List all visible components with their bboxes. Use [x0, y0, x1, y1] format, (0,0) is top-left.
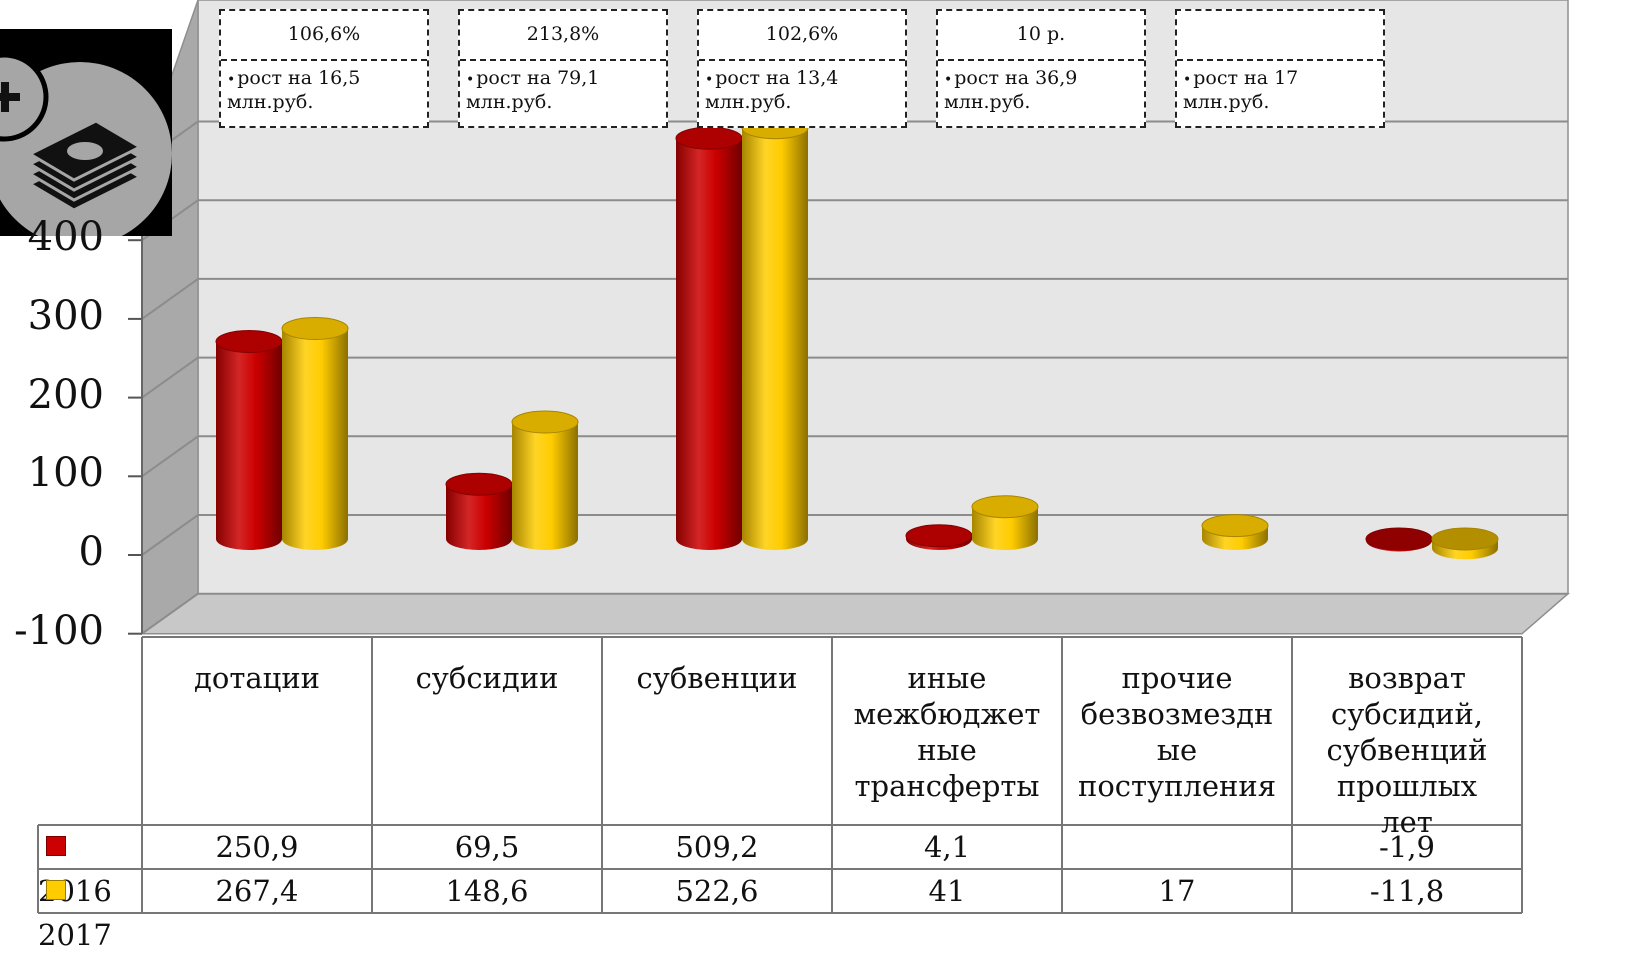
table-value-2017: 522,6 — [675, 874, 759, 908]
gridline-side — [141, 356, 199, 399]
bar-cap-2016-2 — [675, 126, 743, 150]
category-label-line: ые — [1156, 733, 1198, 767]
table-value-2016: 4,1 — [923, 830, 971, 864]
bar-cap-2016-5 — [1365, 527, 1433, 551]
gridline-side — [141, 278, 199, 320]
annotation-box-inye: 10 р. • рост на 36,9 млн.руб. — [936, 9, 1146, 128]
bar-cap-2017-0 — [281, 317, 349, 341]
category-label-line: дотации — [194, 661, 320, 695]
legend-entry-2016: 2016 — [38, 825, 142, 908]
series-2017 — [281, 116, 1499, 560]
bar-cap-2017-4 — [1201, 514, 1269, 538]
annotation-box-dotacii: 106,6% • рост на 16,5 млн.руб. — [219, 9, 429, 128]
bar-cap-2016-0 — [215, 330, 283, 354]
money-stack-plus-icon — [0, 29, 172, 236]
annotation-percent: 213,8% — [460, 11, 666, 61]
bar-2016-1 — [446, 484, 512, 550]
y-tick-label: 100 — [27, 450, 104, 497]
annotation-percent: 10 р. — [938, 11, 1144, 61]
y-tick-label: 200 — [27, 371, 104, 418]
category-label-line: трансферты — [854, 769, 1040, 803]
annotation-box-prochie: • рост на 17 млн.руб. — [1175, 9, 1385, 128]
category-label-line: ные — [917, 733, 977, 767]
bar-cap-2017-3 — [971, 495, 1039, 519]
category-label: субвенции — [602, 660, 832, 860]
gridline-side — [141, 592, 199, 635]
table-value-2017: 17 — [1158, 874, 1196, 908]
table-value-2016 — [1062, 825, 1292, 869]
category-label-line: субсидии — [415, 661, 559, 695]
table-value-2017: 148,6 — [445, 874, 529, 908]
annotation-note: • рост на 79,1 млн.руб. — [466, 67, 600, 113]
gridline-side — [141, 514, 199, 556]
gridline-side — [141, 435, 199, 478]
bar-2016-0 — [216, 341, 282, 550]
annotation-box-subvencii: 102,6% • рост на 13,4 млн.руб. — [697, 9, 907, 128]
table-value-2017: 267,4 — [215, 874, 299, 908]
table-value-2016: 509,2 — [675, 830, 759, 864]
annotation-note: • рост на 17 млн.руб. — [1183, 67, 1299, 113]
bar-2016-2 — [676, 138, 742, 551]
y-tick-label: 300 — [27, 292, 104, 339]
category-label-line: иные — [907, 661, 987, 695]
bar-2017-0 — [282, 328, 348, 550]
bar-cap-2016-1 — [445, 472, 513, 496]
category-label-line: субвенций — [1326, 733, 1488, 767]
annotation-note-text: рост на 17 млн.руб. — [1183, 67, 1299, 113]
bar-cap-2017-5 — [1431, 527, 1499, 551]
annotation-percent: 102,6% — [699, 11, 905, 61]
annotation-note: • рост на 13,4 млн.руб. — [705, 67, 839, 113]
table-value-2016: 69,5 — [454, 830, 520, 864]
category-label-line: безвозмездн — [1080, 697, 1274, 731]
category-label-line: прочие — [1121, 661, 1233, 695]
category-label-line: субвенции — [636, 661, 798, 695]
chart-floor — [139, 592, 1571, 635]
category-label-line: межбюджет — [853, 697, 1041, 731]
bar-2017-1 — [512, 422, 578, 550]
table-value-2017: 41 — [928, 874, 966, 908]
bar-2017-3 — [972, 506, 1038, 550]
category-label: дотации — [142, 660, 372, 860]
category-label: иные межбюджет ные трансферты — [832, 660, 1062, 860]
category-label: прочие безвозмездн ые поступления — [1062, 660, 1292, 860]
bar-cap-2017-1 — [511, 410, 579, 434]
annotation-percent — [1177, 11, 1383, 61]
category-label-line: поступления — [1077, 769, 1276, 803]
annotation-note: • рост на 16,5 млн.руб. — [227, 67, 361, 113]
table-value-2017: -11,8 — [1369, 874, 1445, 908]
bar-2017-4 — [1202, 525, 1268, 550]
table-value-2016: 250,9 — [215, 830, 299, 864]
legend-swatch — [46, 880, 66, 900]
annotation-percent: 106,6% — [221, 11, 427, 61]
y-tick-label: 0 — [78, 529, 104, 575]
table-value-2016: -1,9 — [1379, 830, 1435, 864]
annotation-note-text: рост на 36,9 млн.руб. — [944, 67, 1078, 113]
y-tick-label: -100 — [14, 607, 104, 654]
annotation-note-text: рост на 13,4 млн.руб. — [705, 67, 839, 113]
bar-cap-2016-3 — [905, 524, 973, 548]
series-2016 — [215, 126, 1433, 552]
annotation-note-text: рост на 79,1 млн.руб. — [466, 67, 600, 113]
annotation-box-subsidii: 213,8% • рост на 79,1 млн.руб. — [458, 9, 668, 128]
legend-entry-2017: 2017 — [38, 869, 142, 952]
category-label-line: возврат — [1348, 661, 1466, 695]
bar-2017-5 — [1432, 539, 1498, 560]
bar-2016-3 — [906, 535, 972, 550]
y-tick-label: 400 — [27, 214, 104, 261]
category-label-line: прошлых — [1336, 769, 1478, 803]
bar-2017-2 — [742, 127, 808, 550]
category-label: субсидии — [372, 660, 602, 860]
annotation-note: • рост на 36,9 млн.руб. — [944, 67, 1078, 113]
annotation-note-text: рост на 16,5 млн.руб. — [227, 67, 361, 113]
category-label-line: лет — [1381, 805, 1433, 839]
category-label: возврат субсидий, субвенций прошлых лет — [1292, 660, 1522, 860]
legend-swatch — [46, 836, 66, 856]
category-label-line: субсидий, — [1330, 697, 1484, 731]
legend-label: 2017 — [38, 918, 112, 952]
